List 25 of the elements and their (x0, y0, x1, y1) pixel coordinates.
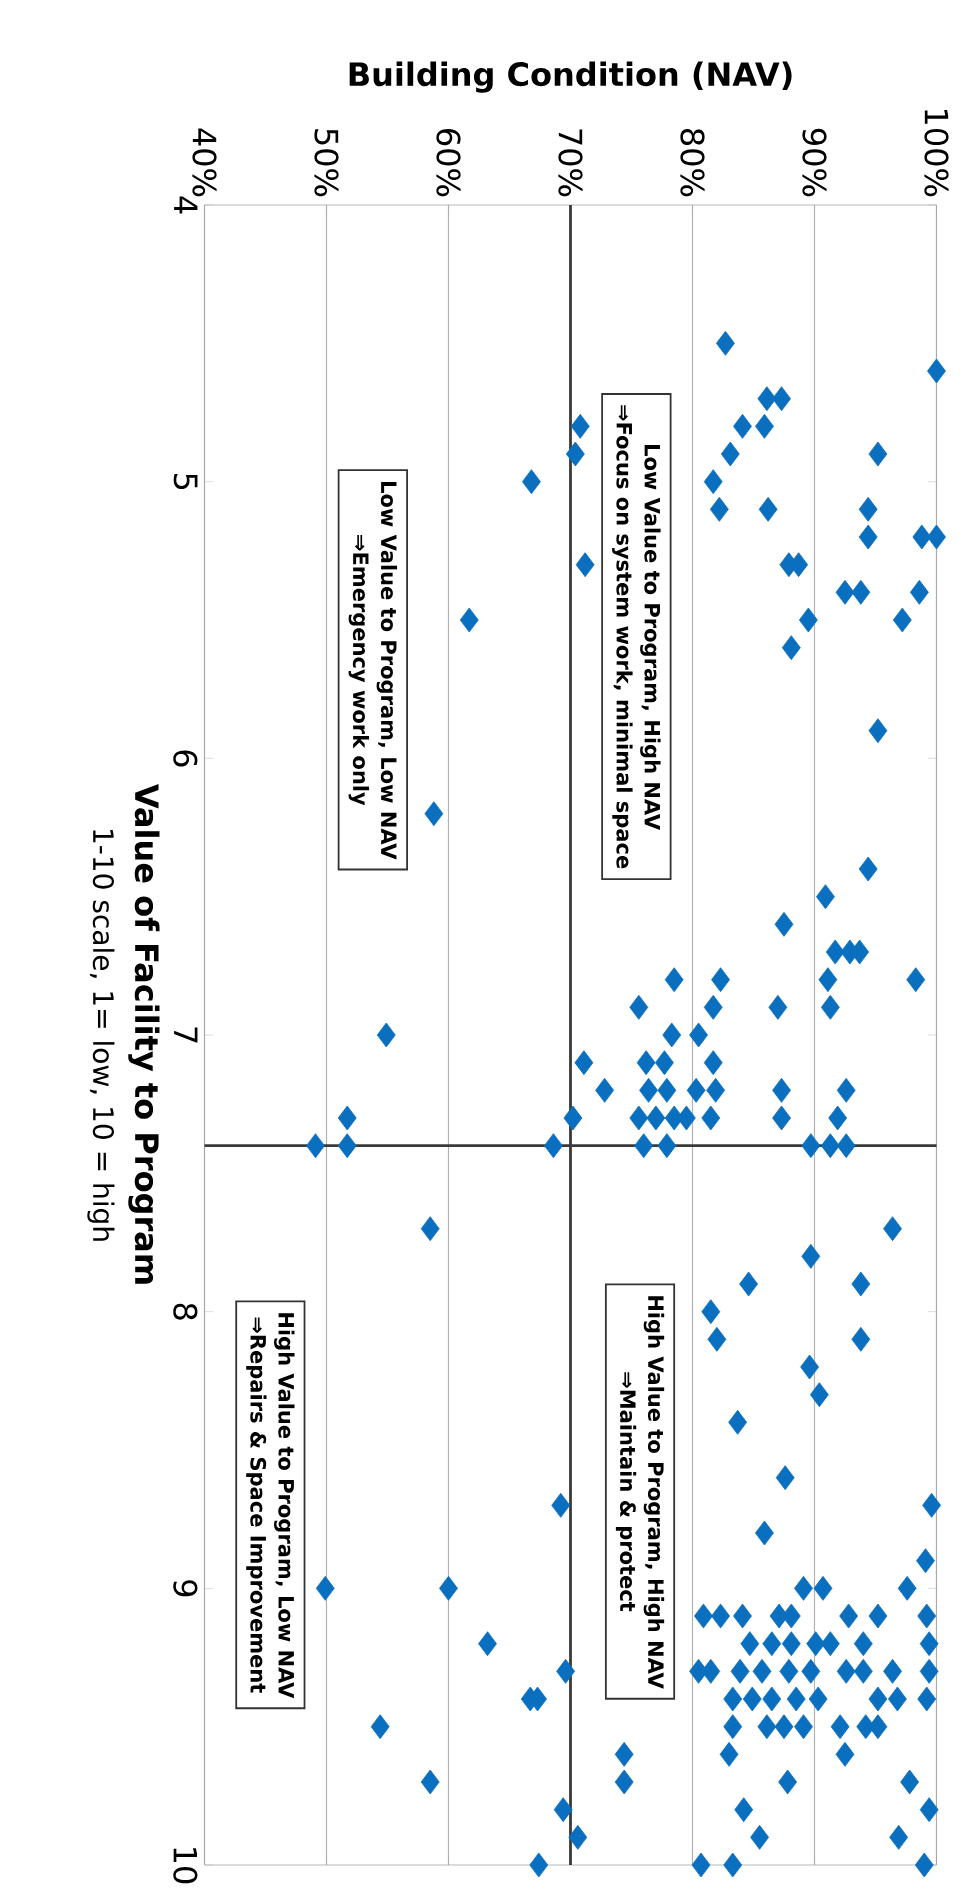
x-tick-label: 90% (802, 128, 827, 197)
y-tick-label: 10 (173, 1848, 198, 1884)
y-tick-label: 6 (173, 750, 198, 767)
text: 1-10 scale, 1= low, 10 = high (87, 830, 115, 1241)
y-tick-label: 8 (173, 1303, 198, 1320)
x-tick-label: 60% (436, 129, 461, 197)
x-tick-label: 70% (558, 129, 583, 197)
y-tick-label: 7 (174, 1027, 198, 1043)
x-axis-title: Building Condition (NAV) (349, 61, 792, 93)
annotation: ⇒Focus on system work, minimal space (612, 405, 633, 869)
annotation: Low Value to Program, Low NAV (376, 482, 398, 860)
x-tick-label: 100% (924, 109, 949, 197)
annotation: Low Value to Program, High NAV (640, 445, 661, 830)
y-tick-label: 5 (173, 473, 198, 490)
annotation: High Value to Program, Low NAV (274, 1313, 295, 1699)
annotation: ⇒Maintain & protect (615, 1372, 637, 1612)
y-axis-title: Value of Facility to Program (128, 784, 160, 1284)
x-tick-label: 50% (314, 129, 339, 197)
y-tick-label: 4 (174, 196, 198, 214)
x-tick-label: 80% (680, 128, 705, 197)
annotation: ⇒Repairs & Space Improvement (246, 1317, 267, 1693)
y-tick-label: 9 (173, 1580, 198, 1597)
x-tick-label: 40% (192, 128, 217, 197)
annotation: ⇒Emergency work only (348, 535, 370, 806)
annotation: High Value to Program, High NAV (643, 1296, 665, 1689)
